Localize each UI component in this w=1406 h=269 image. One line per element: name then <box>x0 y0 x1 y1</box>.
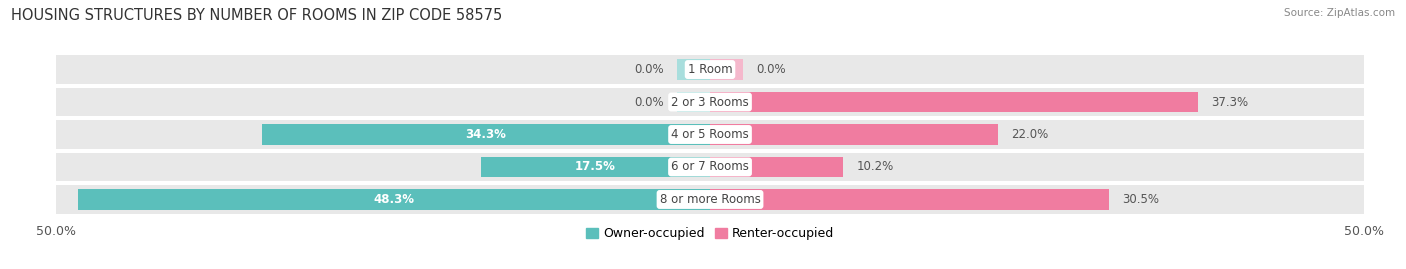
Bar <box>481 157 710 177</box>
Text: Source: ZipAtlas.com: Source: ZipAtlas.com <box>1284 8 1395 18</box>
Bar <box>710 59 742 80</box>
Text: 0.0%: 0.0% <box>634 95 664 108</box>
Text: 22.0%: 22.0% <box>1011 128 1047 141</box>
Bar <box>56 153 1364 181</box>
Text: 34.3%: 34.3% <box>465 128 506 141</box>
Bar <box>56 120 1364 149</box>
Text: HOUSING STRUCTURES BY NUMBER OF ROOMS IN ZIP CODE 58575: HOUSING STRUCTURES BY NUMBER OF ROOMS IN… <box>11 8 502 23</box>
Bar <box>710 157 844 177</box>
Text: 4 or 5 Rooms: 4 or 5 Rooms <box>671 128 749 141</box>
Text: 10.2%: 10.2% <box>856 161 894 174</box>
Bar <box>56 88 1364 116</box>
Bar <box>678 59 710 80</box>
Text: 30.5%: 30.5% <box>1122 193 1159 206</box>
Bar <box>56 55 1364 84</box>
Bar <box>79 189 710 210</box>
Bar <box>678 92 710 112</box>
Text: 2 or 3 Rooms: 2 or 3 Rooms <box>671 95 749 108</box>
Bar <box>710 92 1198 112</box>
Text: 8 or more Rooms: 8 or more Rooms <box>659 193 761 206</box>
Bar <box>710 125 998 144</box>
Text: 48.3%: 48.3% <box>374 193 415 206</box>
Legend: Owner-occupied, Renter-occupied: Owner-occupied, Renter-occupied <box>581 222 839 245</box>
Text: 1 Room: 1 Room <box>688 63 733 76</box>
Bar <box>56 185 1364 214</box>
Bar <box>710 189 1109 210</box>
Text: 0.0%: 0.0% <box>756 63 786 76</box>
Text: 37.3%: 37.3% <box>1211 95 1249 108</box>
Text: 17.5%: 17.5% <box>575 161 616 174</box>
Text: 0.0%: 0.0% <box>634 63 664 76</box>
Text: 6 or 7 Rooms: 6 or 7 Rooms <box>671 161 749 174</box>
Bar <box>262 125 710 144</box>
